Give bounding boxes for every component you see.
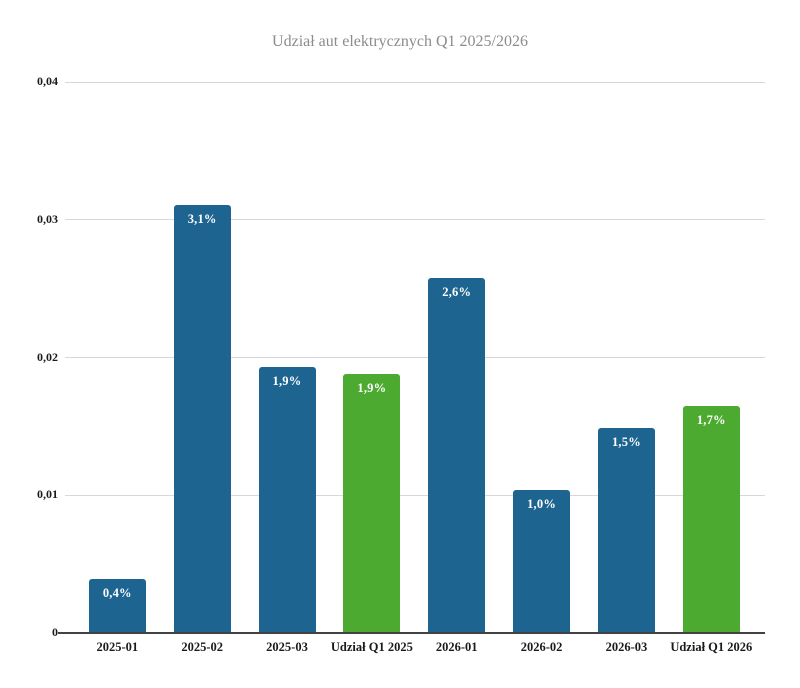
y-axis-tick-label: 0,03 xyxy=(37,211,58,226)
gridline xyxy=(65,357,765,358)
gridline xyxy=(65,219,765,221)
x-axis-tick-label: 2025-03 xyxy=(266,640,308,654)
x-axis-tick-label: 2025-01 xyxy=(96,640,139,654)
bar: 2,6% xyxy=(428,277,486,633)
bar: 1,0% xyxy=(513,489,571,633)
gridline xyxy=(65,494,765,496)
bar: 1,5% xyxy=(597,427,655,633)
x-axis-tick-label: 2026-03 xyxy=(605,640,648,654)
bar-value-label: 1,7% xyxy=(696,412,726,427)
bar-value-label: 1,9% xyxy=(357,381,387,396)
bar-value-label: 3,1% xyxy=(187,211,217,226)
bar: 1,9% xyxy=(343,374,401,633)
chart-title: Udział aut elektrycznych Q1 2025/2026 xyxy=(272,33,528,50)
y-axis-tick-label: 0,04 xyxy=(37,74,58,88)
bar: 3,1% xyxy=(173,204,231,633)
bar-value-label: 2,6% xyxy=(442,284,472,299)
bar: 0,4% xyxy=(88,579,146,633)
bar: 1,9% xyxy=(258,367,316,633)
y-axis-tick-label: 0,02 xyxy=(37,349,58,364)
bar-value-label: 1,5% xyxy=(611,434,641,449)
x-axis-tick-label: 2025-02 xyxy=(181,640,223,654)
x-axis-line xyxy=(58,632,765,634)
x-axis-tick-label: Udział Q1 2026 xyxy=(670,640,753,654)
bar: 1,7% xyxy=(682,405,740,633)
x-axis-tick-label: 2026-02 xyxy=(520,640,563,654)
x-axis-tick-label: 2026-01 xyxy=(435,640,478,654)
bar-value-label: 1,0% xyxy=(527,496,557,511)
x-axis-tick-label: Udział Q1 2025 xyxy=(330,640,413,654)
y-axis-tick-label: 0 xyxy=(52,625,58,639)
y-axis-tick-label: 0,01 xyxy=(37,487,58,502)
bar-value-label: 1,9% xyxy=(272,374,302,389)
gridline xyxy=(65,81,765,83)
bar-value-label: 0,4% xyxy=(102,586,132,601)
